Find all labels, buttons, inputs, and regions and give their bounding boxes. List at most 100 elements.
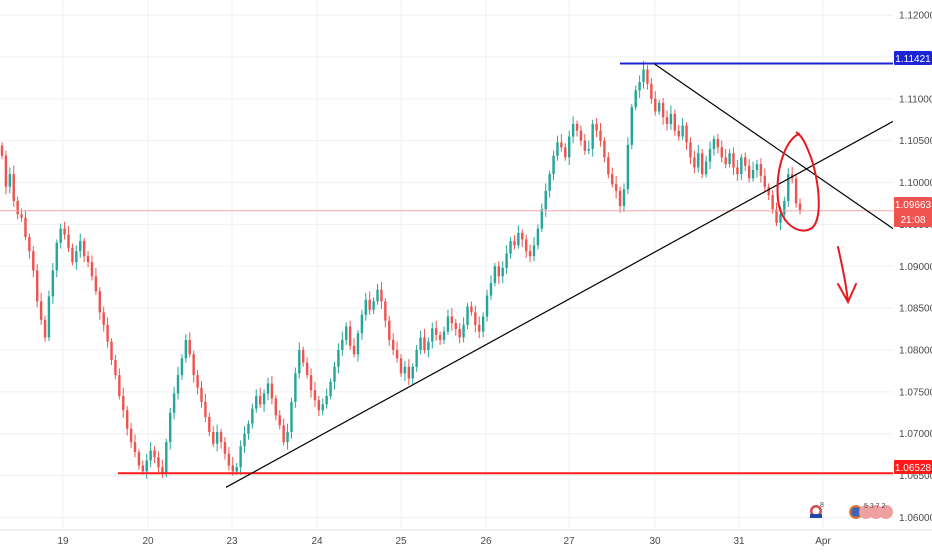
candle: [481, 312, 485, 338]
ellipse-annotation[interactable]: [776, 131, 820, 232]
candle: [71, 243, 74, 266]
candle: [114, 355, 117, 380]
event-flag-group[interactable]: 5 3 7 2: [849, 503, 893, 519]
economic-events[interactable]: 8 5 3 7 2: [810, 502, 893, 519]
candle: [94, 267, 98, 295]
candle: [497, 261, 501, 284]
time-axis-background: [0, 530, 932, 550]
down-arrow-annotation[interactable]: [837, 246, 857, 305]
candle: [466, 303, 469, 330]
candle: [364, 293, 368, 321]
candle: [587, 140, 590, 155]
candle: [172, 386, 176, 420]
candle: [157, 451, 160, 473]
candle: [270, 375, 274, 405]
candle: [208, 412, 211, 437]
candle: [759, 158, 763, 183]
event-flag-1[interactable]: 8: [810, 502, 824, 518]
candle: [650, 77, 653, 104]
candle: [317, 396, 321, 417]
y-tick-label: 1.06500: [899, 471, 932, 482]
candle: [599, 123, 602, 147]
candle: [736, 159, 739, 181]
time-axis[interactable]: 19 20 23 24 25 26 27 30 31 Apr: [57, 536, 831, 547]
y-tick-label: 1.10000: [899, 178, 932, 189]
candle: [544, 183, 547, 217]
candle: [35, 263, 39, 308]
candle: [763, 168, 767, 193]
candle: [638, 75, 641, 98]
x-tick-label: 19: [57, 536, 69, 547]
candle: [665, 110, 669, 131]
candle: [391, 333, 395, 356]
candle: [145, 453, 148, 479]
candle: [239, 440, 242, 475]
candle: [548, 170, 551, 198]
candle: [567, 130, 571, 165]
candle: [188, 332, 191, 358]
y-tick-label: 1.10500: [899, 136, 932, 147]
y-tick-label: 1.12000: [899, 11, 932, 22]
candle: [294, 367, 297, 408]
candle: [724, 149, 727, 169]
candle: [697, 144, 700, 173]
candle: [614, 175, 618, 199]
candle: [536, 224, 540, 250]
candle: [102, 306, 105, 332]
candle: [595, 118, 598, 138]
candle: [681, 118, 684, 140]
candle: [528, 244, 532, 263]
candle: [180, 354, 184, 381]
candle: [86, 251, 90, 268]
candle: [301, 346, 305, 367]
candle: [654, 91, 657, 116]
y-tick-label: 1.06000: [899, 513, 932, 524]
candle: [75, 245, 78, 270]
candle: [290, 397, 293, 439]
candle: [560, 133, 563, 152]
candle: [176, 366, 180, 400]
candle: [125, 406, 129, 436]
candle: [67, 226, 70, 253]
x-tick-label: 20: [142, 536, 154, 547]
candle: [775, 202, 778, 227]
candle: [630, 103, 634, 150]
candle: [360, 309, 364, 340]
candle: [771, 190, 774, 214]
candle: [438, 331, 442, 345]
falling-trendline[interactable]: [653, 63, 894, 230]
drawings: [0, 62, 894, 488]
candle: [215, 424, 219, 452]
candle: [59, 223, 62, 249]
candle: [251, 403, 254, 429]
candle: [693, 150, 696, 174]
candle: [110, 338, 113, 366]
candle: [106, 317, 109, 348]
candle: [255, 389, 258, 413]
candle: [728, 149, 731, 168]
rising-trendline[interactable]: [225, 120, 894, 488]
candle: [262, 389, 266, 412]
candle: [129, 422, 133, 448]
candle: [243, 426, 246, 453]
candle: [133, 434, 137, 458]
candle: [286, 423, 289, 450]
candle: [787, 168, 790, 207]
candle: [564, 143, 567, 161]
candle: [673, 109, 677, 136]
candle: [32, 246, 35, 278]
candle: [12, 165, 15, 207]
candle: [325, 388, 328, 409]
price-axis-background: [893, 0, 932, 530]
candle: [540, 203, 544, 232]
candle: [51, 262, 55, 304]
event-badge-counts: 5 3 7 2: [864, 503, 886, 510]
candle: [4, 150, 8, 195]
y-tick-label: 1.11000: [899, 94, 932, 105]
candle: [571, 116, 575, 144]
candle: [118, 368, 121, 400]
candle: [258, 387, 262, 408]
